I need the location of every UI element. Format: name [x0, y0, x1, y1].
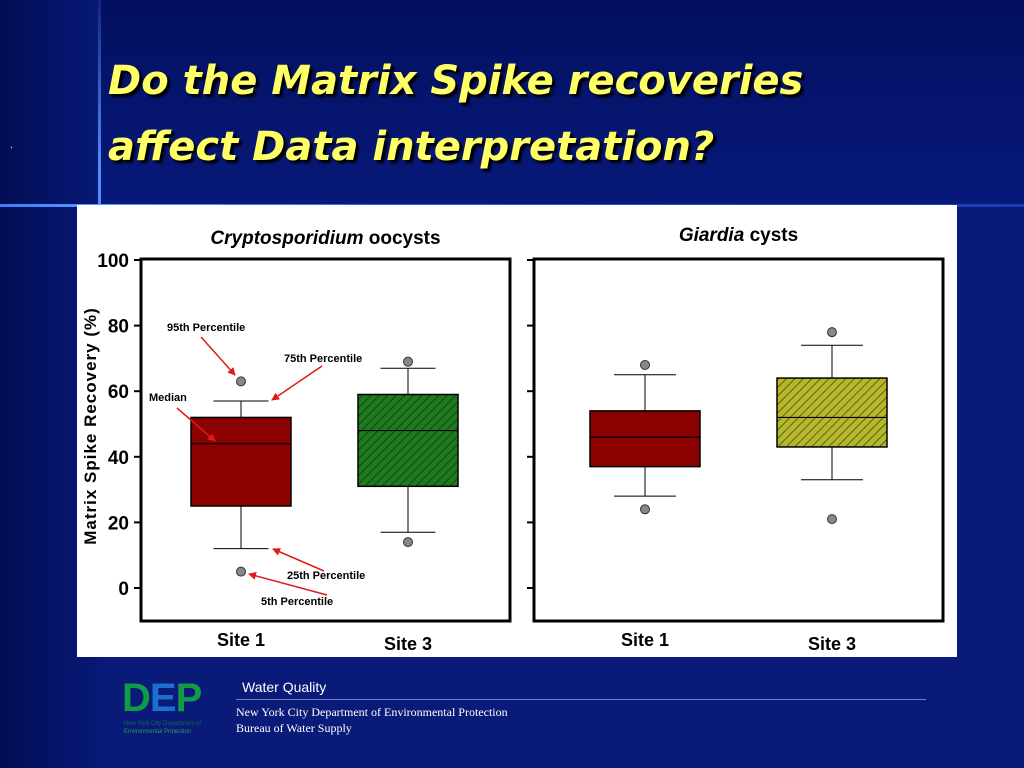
panel-frame-1: [139, 257, 512, 623]
y-tick-label-80: 80: [108, 317, 129, 338]
x-category-label-1-2: Site 3: [384, 634, 432, 654]
annotation-arrow-q3: [271, 365, 323, 401]
crypto-site3-box: [357, 393, 459, 488]
boxplot-figure: Cryptosporidium oocysts 0 20 40 60 80 100 Site …: [77, 205, 957, 657]
annotation-arrow-p5: [248, 571, 328, 596]
x-category-label-2-1: Site 1: [621, 630, 669, 650]
annotation-label-p5: 5th Percentile: [261, 596, 333, 608]
giardia-site3-p5-point: [827, 514, 837, 525]
panel-frame-2: [532, 257, 945, 623]
y-tick-label-0: 0: [118, 579, 129, 600]
crypto-site1-p5-point: [236, 566, 246, 577]
annotation-label-q3: 75th Percentile: [284, 353, 362, 365]
slide-title-line-2: affect Data interpretation?: [108, 124, 715, 170]
footer-bureau: Bureau of Water Supply: [236, 721, 352, 735]
stray-dot: .: [10, 140, 13, 151]
chart-title-rest-2: cysts: [744, 225, 798, 246]
x-category-label-1-1: Site 1: [217, 630, 265, 650]
crypto-site1-box: [190, 416, 292, 507]
crypto-site1-p95-point: [236, 376, 246, 387]
annotation-arrow-p95: [200, 336, 236, 376]
accent-vertical-line: [98, 0, 101, 207]
annotation-label-p95: 95th Percentile: [167, 322, 245, 334]
dep-logo-subtitle-2: Environmental Protection: [124, 729, 192, 735]
y-tick-label-100: 100: [97, 251, 129, 272]
dep-logo-text: DEP: [122, 676, 202, 720]
chart-title-2: Giardia cysts: [679, 225, 798, 246]
giardia-site1-p5-point: [640, 504, 650, 515]
x-category-label-2-2: Site 3: [808, 634, 856, 654]
giardia-site3-box: [776, 377, 888, 448]
giardia-site1-p95-point: [640, 359, 650, 370]
y-tick-label-60: 60: [108, 382, 129, 403]
footer-agency: New York City Department of Environmenta…: [236, 705, 508, 719]
footer-divider: [236, 699, 926, 700]
annotation-label-q1: 25th Percentile: [287, 570, 365, 582]
crypto-site3-p5-point: [403, 537, 413, 548]
chart-title-1: Cryptosporidium oocysts: [210, 228, 440, 249]
dep-logo-wave-e: E: [149, 676, 177, 720]
slide-title-line-1: Do the Matrix Spike recoveries: [108, 58, 804, 104]
chart-title-italic-2: Giardia: [679, 225, 745, 246]
boxplot-svg: Cryptosporidium oocysts 0 20 40 60 80 100 Site …: [81, 225, 945, 654]
chart-title-italic-1: Cryptosporidium: [210, 228, 363, 249]
annotation-arrow-median: [176, 407, 216, 442]
dep-logo-subtitle-1: New York City Department of: [124, 721, 202, 727]
dep-logo: DEP New York City Department of Environm…: [122, 678, 222, 740]
chart-title-rest-1: oocysts: [363, 228, 440, 249]
annotation-arrow-q1: [272, 548, 325, 572]
giardia-site3-p95-point: [827, 327, 837, 338]
footer-heading: Water Quality: [242, 679, 327, 695]
annotation-label-median: Median: [149, 392, 187, 404]
y-tick-label-40: 40: [108, 448, 129, 469]
title-band: [0, 0, 1024, 207]
y-tick-label-20: 20: [108, 513, 129, 534]
giardia-site1-box: [589, 410, 701, 468]
crypto-site3-p95-point: [403, 356, 413, 367]
slide-title: Do the Matrix Spike recoveries affect Da…: [108, 48, 988, 180]
y-axis-label: Matrix Spike Recovery (%): [81, 307, 100, 545]
